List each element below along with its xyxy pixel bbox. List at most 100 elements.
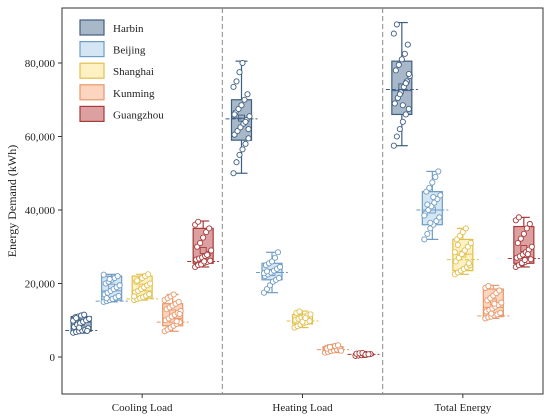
data-point (398, 56, 405, 63)
y-tick-label: 0 (50, 352, 56, 364)
data-point (302, 314, 309, 322)
data-point (271, 254, 279, 261)
data-point (230, 83, 237, 90)
box-kunming-0 (156, 291, 189, 335)
data-point (236, 151, 243, 158)
data-point (396, 91, 403, 98)
data-point (145, 271, 152, 278)
data-point (103, 295, 110, 302)
data-point (432, 173, 439, 180)
box-guangzhou-0 (187, 218, 220, 271)
data-point (498, 299, 505, 306)
data-point (114, 273, 121, 280)
legend-label-shanghai: Shanghai (113, 66, 154, 78)
data-point (244, 91, 251, 98)
data-point (402, 80, 409, 87)
data-point (404, 41, 411, 48)
legend-label-harbin: Harbin (113, 23, 144, 35)
data-point (73, 314, 80, 322)
data-point (365, 351, 372, 358)
legend-swatch-kunming (79, 84, 105, 101)
data-point (170, 291, 177, 298)
data-point (84, 327, 91, 334)
data-point (393, 21, 400, 28)
y-tick-label: 80,000 (25, 58, 56, 70)
data-point (401, 50, 408, 57)
box-harbin-0 (65, 311, 98, 336)
data-point (334, 342, 342, 349)
x-tick-label: Heating Load (272, 402, 333, 414)
legend-swatch-beijing (79, 40, 105, 58)
box-beijing-1 (256, 249, 288, 296)
data-point (263, 268, 271, 275)
data-point (326, 344, 334, 351)
x-tick-label: Total Energy (434, 402, 491, 414)
box-beijing-0 (95, 271, 128, 305)
data-point (239, 146, 246, 153)
data-point (392, 67, 399, 74)
data-point (147, 280, 154, 287)
data-point (208, 247, 215, 254)
data-point (201, 258, 208, 265)
box-guangzhou-1 (347, 349, 380, 359)
data-point (430, 194, 437, 201)
data-point (204, 251, 211, 258)
data-point (497, 309, 504, 316)
data-point (239, 59, 246, 67)
data-point (233, 159, 240, 166)
box-shanghai-1 (286, 308, 319, 331)
data-point (488, 310, 495, 317)
box-kunming-2 (477, 283, 510, 322)
data-point (241, 96, 248, 103)
data-point (399, 102, 406, 109)
data-point (390, 30, 397, 37)
legend-swatch-guangzhou (79, 105, 105, 123)
group-dividers (221, 8, 384, 394)
data-point (173, 318, 180, 325)
data-point (245, 135, 252, 142)
data-point (405, 70, 412, 78)
data-point (238, 102, 245, 109)
data-point (396, 126, 403, 133)
data-point (207, 257, 214, 264)
data-point (274, 249, 282, 256)
data-point (134, 277, 141, 284)
data-point (402, 111, 409, 118)
data-point (206, 225, 213, 232)
data-point (467, 240, 474, 247)
data-point (231, 111, 238, 118)
y-tick-label: 20,000 (25, 279, 56, 291)
data-point (454, 241, 461, 248)
data-point (246, 113, 253, 120)
data-point (520, 230, 527, 237)
data-point (116, 282, 123, 289)
data-point (399, 118, 406, 125)
data-point (391, 100, 398, 107)
data-point (405, 105, 412, 112)
data-point (236, 69, 243, 76)
box-harbin-1 (225, 59, 258, 177)
data-point (523, 225, 530, 232)
data-point (462, 225, 469, 232)
data-point (521, 256, 528, 264)
data-point (429, 179, 436, 186)
data-point (424, 230, 431, 237)
data-point (195, 218, 202, 225)
data-point (427, 219, 434, 226)
legend-label-kunming: Kunming (113, 88, 155, 100)
axis-layer: 0 20,000 40,000 60,000 80,000 Cooling Load Hea… (25, 58, 492, 414)
data-point (421, 212, 428, 219)
legend-label-beijing: Beijing (113, 45, 146, 57)
data-point (131, 293, 138, 300)
y-tick-label: 60,000 (25, 132, 56, 144)
data-point (175, 298, 182, 305)
mean-marker (199, 246, 207, 254)
data-point (491, 300, 498, 307)
box-guangzhou-2 (507, 214, 540, 271)
legend-swatch-shanghai (79, 62, 105, 79)
x-tick-label: Cooling Load (112, 402, 173, 414)
data-point (421, 236, 428, 243)
data-point (115, 292, 122, 300)
data-point (146, 291, 153, 298)
